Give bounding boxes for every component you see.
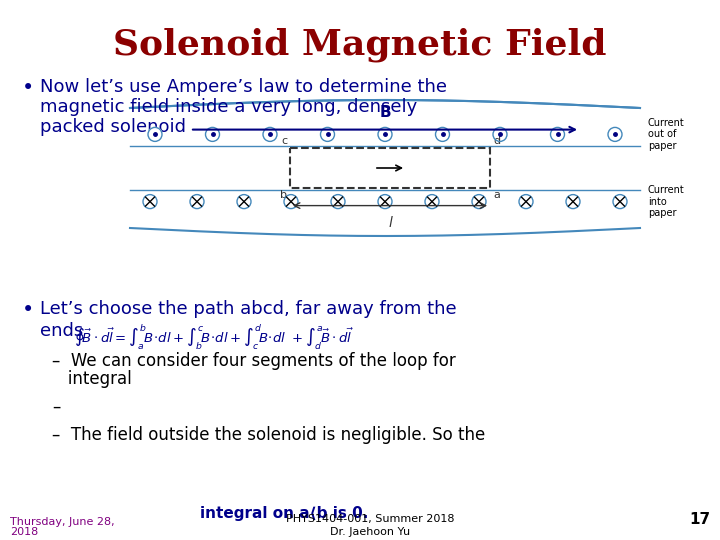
Text: 17: 17 — [689, 512, 710, 527]
Circle shape — [566, 194, 580, 208]
Circle shape — [143, 194, 157, 208]
Circle shape — [519, 194, 533, 208]
Text: integral: integral — [52, 370, 132, 388]
Text: Thursday, June 28,: Thursday, June 28, — [10, 517, 114, 527]
Text: packed solenoid: packed solenoid — [40, 118, 186, 136]
Text: B: B — [379, 105, 391, 119]
Circle shape — [205, 127, 220, 141]
Circle shape — [436, 127, 449, 141]
Circle shape — [425, 194, 439, 208]
Text: 2018: 2018 — [10, 527, 38, 537]
Text: –: – — [52, 398, 60, 416]
Text: Let’s choose the path abcd, far away from the: Let’s choose the path abcd, far away fro… — [40, 300, 456, 318]
Circle shape — [237, 194, 251, 208]
Circle shape — [378, 194, 392, 208]
Text: –  The field outside the solenoid is negligible. So the: – The field outside the solenoid is negl… — [52, 426, 485, 444]
Circle shape — [284, 194, 298, 208]
Text: magnetic field inside a very long, densely: magnetic field inside a very long, dense… — [40, 98, 418, 116]
Text: •: • — [22, 300, 35, 320]
Text: –  We can consider four segments of the loop for: – We can consider four segments of the l… — [52, 352, 456, 370]
Text: $\oint \!\vec{B} \cdot d\vec{l} = \int_a^b \! B \!\cdot\! dl+ \int_b^c \! B \!\c: $\oint \!\vec{B} \cdot d\vec{l} = \int_a… — [74, 322, 354, 351]
Circle shape — [320, 127, 335, 141]
Circle shape — [608, 127, 622, 141]
Text: •: • — [22, 78, 35, 98]
Text: ends: ends — [40, 322, 84, 340]
Text: d: d — [493, 137, 500, 146]
Text: b: b — [280, 190, 287, 200]
Text: Current
into
paper: Current into paper — [648, 185, 685, 218]
Text: c: c — [281, 137, 287, 146]
Text: Current
out of
paper: Current out of paper — [648, 118, 685, 151]
Text: Solenoid Magnetic Field: Solenoid Magnetic Field — [113, 28, 607, 63]
Text: a: a — [493, 190, 500, 200]
Circle shape — [148, 127, 162, 141]
Circle shape — [378, 127, 392, 141]
Bar — [290, 148, 490, 187]
Circle shape — [493, 127, 507, 141]
Circle shape — [613, 194, 627, 208]
Circle shape — [263, 127, 277, 141]
Circle shape — [551, 127, 564, 141]
Circle shape — [190, 194, 204, 208]
Text: Dr. Jaehoon Yu: Dr. Jaehoon Yu — [330, 527, 410, 537]
Circle shape — [472, 194, 486, 208]
Text: PHYS1404-001, Summer 2018: PHYS1404-001, Summer 2018 — [286, 514, 454, 524]
Text: integral on a⟨b is 0.: integral on a⟨b is 0. — [200, 506, 369, 521]
Text: l: l — [388, 215, 392, 230]
Circle shape — [331, 194, 345, 208]
Text: Now let’s use Ampere’s law to determine the: Now let’s use Ampere’s law to determine … — [40, 78, 447, 96]
